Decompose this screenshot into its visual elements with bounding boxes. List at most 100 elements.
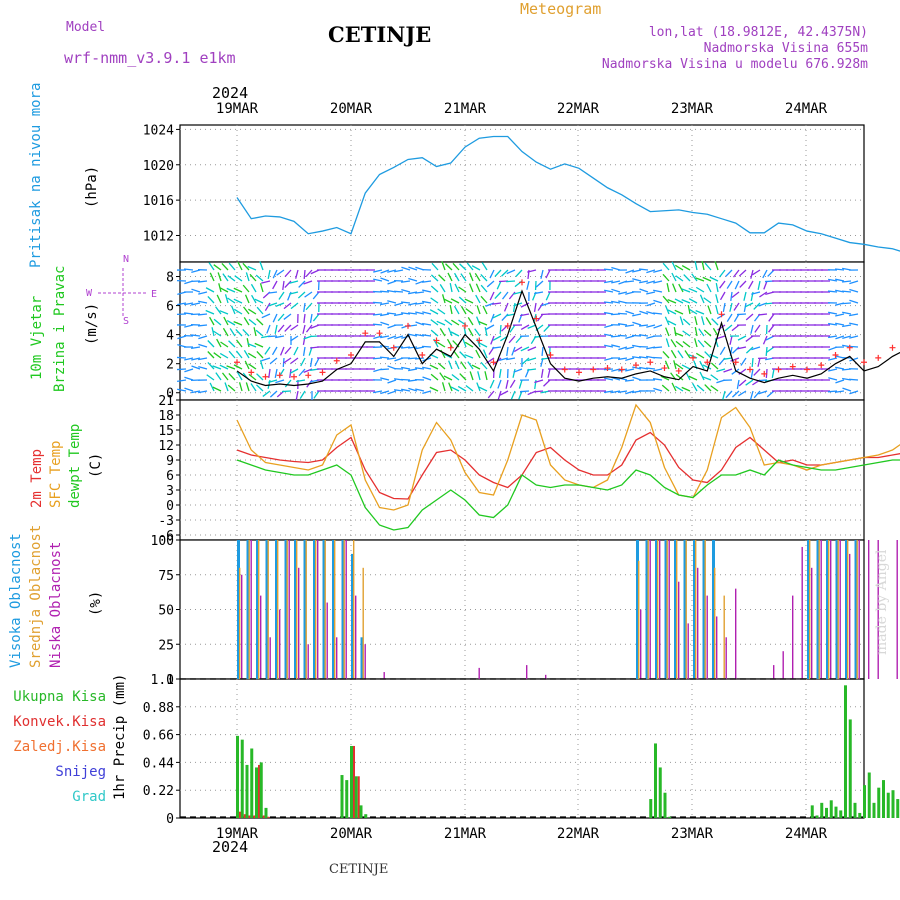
wind-barb [408,266,418,271]
wind-barb [453,350,460,359]
wind-barb [828,311,838,315]
wind-barb [835,366,845,370]
wind-barb [646,280,656,285]
wind-barb [255,329,264,337]
wind-barb [429,364,439,370]
wind-barb [281,390,292,393]
wind-barb [497,390,502,400]
wind-barb [695,352,705,359]
wind-barb [502,291,509,300]
wind-barb [617,334,628,337]
precip-bar-total [250,748,254,818]
wind-barb [492,313,502,319]
wind-barb [617,312,628,315]
cloud-bar-1 [286,540,288,679]
wind-barb [209,272,215,282]
wind-barb [443,353,453,359]
x-tick-label-bottom: 22MAR [557,826,600,842]
wind-barb [407,357,418,360]
wind-barb [510,390,516,400]
precip-bar-total [350,745,353,818]
wind-barb [379,290,390,293]
wind-barb [439,372,446,381]
wind-barb [219,287,229,293]
wind-barb [499,357,509,361]
wind-barb [547,368,551,378]
wind-barb [646,269,656,274]
wind-barb [421,334,432,337]
wind-barb [849,299,859,304]
wind-barb [662,262,670,271]
wind-barb [739,280,747,288]
wind-barb [759,291,768,298]
wind-barb [486,280,495,288]
wind-barb [828,368,838,372]
wind-barb [723,368,733,373]
precip-bar-convective [267,816,270,818]
wind-barb [261,280,271,284]
wind-barb [248,373,257,381]
wind-barb [190,334,201,337]
precip-bar-total [649,799,653,818]
wind-barb [221,262,229,271]
precip-bar-total [882,780,885,818]
wind-barb [667,299,677,304]
wind-barb [519,390,530,393]
wind-barb [422,322,432,326]
x-tick-label-top: 20MAR [330,101,373,117]
wind-barb [475,294,481,304]
wind-barb [734,280,740,290]
wind-barb [494,291,502,300]
wind-barb [625,368,635,372]
precip-bar-convective [243,814,246,818]
wind-gust-marker [576,369,582,376]
cloud-bar-1 [809,540,811,679]
wind-barb [198,357,208,361]
wind-barb [462,338,467,348]
wind-gust-marker [618,366,625,373]
wind-barb [216,338,222,348]
y-tick-label: 0 [166,812,174,827]
wind-gust-marker [276,372,283,379]
wind-barb [757,313,768,316]
wind-barb [224,294,229,304]
wind-barb [387,300,397,304]
wind-barb [233,321,243,326]
wind-barb [255,274,264,282]
wind-barb [213,330,222,337]
wind-barb [379,368,390,371]
wind-barb [691,382,698,392]
cloud-bar-2 [649,540,651,679]
cloud-bar-2 [782,651,784,679]
wind-barb [698,328,705,337]
pressure-unit: (hPa) [84,166,100,208]
wind-barb [208,262,215,271]
wind-barb [688,375,698,381]
wind-barb [702,376,712,381]
wind-barb [296,379,306,383]
cloud-bar-1 [837,540,839,679]
cloud-bar-2 [792,595,794,679]
wind-barb [467,317,474,326]
wind-barb [604,280,614,284]
wind-barb [753,368,761,376]
model-name: wrf-nmm_v3.9.1 e1km [64,49,236,67]
wind-barb [662,273,670,282]
cloud-bar-0 [826,540,829,679]
wind-barb [733,302,740,311]
wind-barb [515,269,523,278]
wind-barb [476,316,481,326]
wind-barb [177,388,187,392]
wind-barb [828,377,838,381]
precip-bar-total [345,780,349,818]
wind-barb [828,357,838,361]
wind-barb [400,346,411,349]
wind-barb [661,384,670,392]
wind-barb [730,291,733,302]
wind-barb [284,280,292,288]
wind-gust-marker [875,354,882,361]
wind-barb [198,300,208,304]
wind-barb [849,313,859,317]
wind-barb [707,305,712,315]
